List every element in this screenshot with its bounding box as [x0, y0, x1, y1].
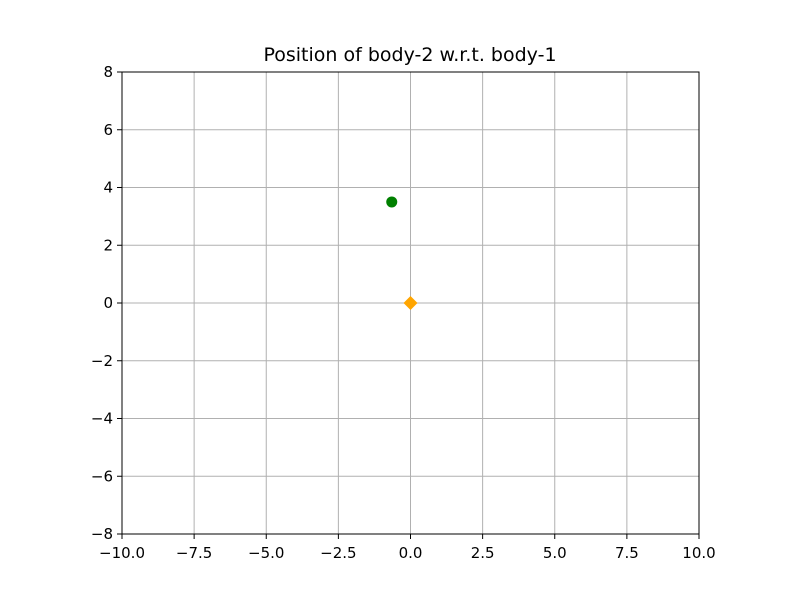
- x-tick-label: 10.0: [682, 544, 715, 562]
- y-tick-label: −8: [91, 525, 113, 543]
- y-tick-label: 6: [103, 121, 113, 139]
- x-tick-label: −7.5: [176, 544, 212, 562]
- body-2-point: [386, 196, 398, 208]
- chart-title: Position of body-2 w.r.t. body-1: [263, 44, 556, 66]
- x-tick-label: −2.5: [320, 544, 356, 562]
- x-tick-label: 0.0: [399, 544, 423, 562]
- y-tick-label: 2: [103, 236, 113, 254]
- x-tick-label: −10.0: [99, 544, 145, 562]
- y-tick-label: 4: [103, 179, 113, 197]
- y-tick-label: 8: [103, 63, 113, 81]
- data-points: [386, 196, 418, 310]
- body-1-point: [403, 296, 418, 310]
- y-tick-label: −6: [91, 467, 113, 485]
- y-tick-label: 0: [103, 294, 113, 312]
- axis-ticks: −10.0 −7.5 −5.0 −2.5 0.0 2.5 5.0 7.5 10.0 −8 −6 −4 −…: [91, 63, 716, 562]
- x-tick-label: 5.0: [543, 544, 567, 562]
- x-tick-label: 2.5: [471, 544, 495, 562]
- plot-frame: [121, 71, 700, 535]
- x-tick-label: 7.5: [615, 544, 639, 562]
- y-tick-label: −2: [91, 352, 113, 370]
- x-tick-label: −5.0: [248, 544, 284, 562]
- y-tick-label: −4: [91, 410, 113, 428]
